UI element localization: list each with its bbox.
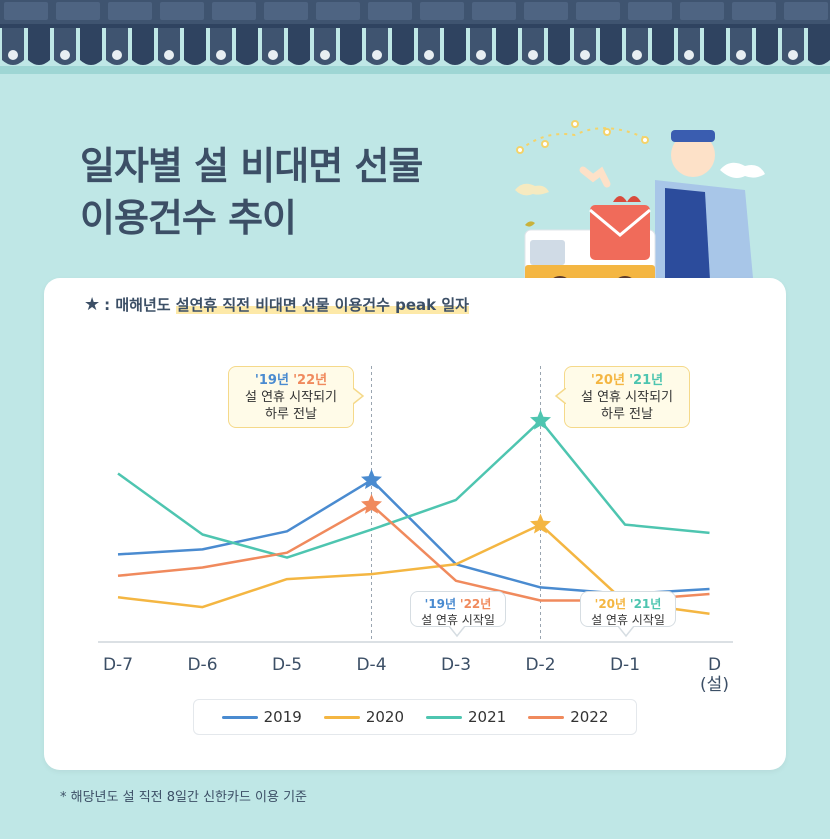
callout-text-line1: 설 연휴 시작되기 bbox=[581, 390, 673, 405]
peak-note-prefix: : 매해년도 bbox=[104, 296, 176, 314]
callout-2020-2021-start: '20년 '21년 설 연휴 시작일 bbox=[580, 591, 676, 627]
delivery-person-illustration bbox=[515, 120, 765, 300]
x-tick-label: D-2 bbox=[525, 655, 556, 675]
legend-label: 2020 bbox=[365, 708, 404, 726]
callout-year-2022: '22년 bbox=[459, 597, 492, 611]
callout-text-line1: 설 연휴 시작일 bbox=[591, 613, 665, 627]
callout-year-2019: '19년 bbox=[254, 373, 289, 388]
callout-pointer bbox=[449, 626, 465, 638]
x-tick-label: D-3 bbox=[440, 655, 472, 675]
x-tick-label: D-4 bbox=[356, 655, 387, 675]
x-tick-label: D-6 bbox=[187, 655, 218, 675]
series-line-2020 bbox=[117, 523, 710, 616]
peak-note-highlight: 설연휴 직전 비대면 선물 이용건수 peak 일자 bbox=[175, 296, 469, 314]
series-line-2021 bbox=[117, 419, 710, 559]
peak-note: ★: 매해년도 설연휴 직전 비대면 선물 이용건수 peak 일자 bbox=[84, 294, 469, 315]
roof-decoration bbox=[0, 0, 830, 74]
legend-label: 2021 bbox=[468, 708, 507, 726]
callout-year-2020: '20년 bbox=[590, 373, 625, 388]
legend-label: 2019 bbox=[263, 708, 302, 726]
callout-year-2020: '20년 bbox=[594, 597, 627, 611]
legend-item-2021: 2021 bbox=[426, 708, 506, 726]
callout-text-line2: 하루 전날 bbox=[601, 407, 653, 422]
series-line-2019 bbox=[117, 478, 710, 596]
callout-text-line1: 설 연휴 시작일 bbox=[421, 613, 495, 627]
chart-legend: 2019 2020 2021 2022 bbox=[193, 699, 637, 735]
callout-year-2021: '21년 bbox=[629, 373, 664, 388]
page-title: 일자별 설 비대면 선물 이용건수 추이 bbox=[80, 140, 423, 244]
callout-text-line1: 설 연휴 시작되기 bbox=[245, 390, 337, 405]
callout-pointer bbox=[618, 626, 634, 638]
callout-year-2021: '21년 bbox=[629, 597, 662, 611]
peak-star-2019 bbox=[361, 469, 382, 489]
legend-swatch bbox=[426, 715, 462, 719]
callout-pointer bbox=[554, 388, 566, 404]
x-tick-label: D-1 bbox=[609, 655, 641, 675]
title-line-2: 이용건수 추이 bbox=[80, 196, 297, 240]
peak-star-2022 bbox=[361, 493, 382, 514]
legend-item-2020: 2020 bbox=[323, 708, 404, 726]
callout-year-2019: '19년 bbox=[424, 597, 457, 611]
callout-year-2022: '22년 bbox=[293, 373, 328, 388]
footnote: * 해당년도 설 직전 8일간 신한카드 이용 기준 bbox=[60, 790, 308, 805]
legend-swatch bbox=[221, 715, 258, 719]
title-line-1: 일자별 설 비대면 선물 bbox=[80, 144, 423, 188]
legend-swatch bbox=[323, 715, 360, 719]
peak-star-2020 bbox=[530, 513, 551, 534]
legend-swatch bbox=[528, 715, 565, 719]
callout-2019-2022-start: '19년 '22년 설 연휴 시작일 bbox=[410, 591, 506, 627]
x-tick-label: D-7 bbox=[102, 655, 134, 675]
legend-item-2019: 2019 bbox=[221, 708, 302, 726]
star-icon: ★ bbox=[84, 294, 101, 315]
legend-label: 2022 bbox=[570, 708, 609, 726]
legend-item-2022: 2022 bbox=[528, 708, 608, 726]
callout-2020-2021-eve: '20년 '21년 설 연휴 시작되기 하루 전날 bbox=[564, 366, 690, 428]
x-tick-label: D (설) bbox=[700, 655, 729, 695]
peak-star-2021 bbox=[530, 409, 551, 430]
callout-pointer bbox=[353, 388, 365, 404]
x-tick-label: D-5 bbox=[271, 655, 303, 675]
callout-2019-2022-eve: '19년 '22년 설 연휴 시작되기 하루 전날 bbox=[228, 366, 354, 428]
callout-text-line2: 하루 전날 bbox=[265, 407, 317, 422]
